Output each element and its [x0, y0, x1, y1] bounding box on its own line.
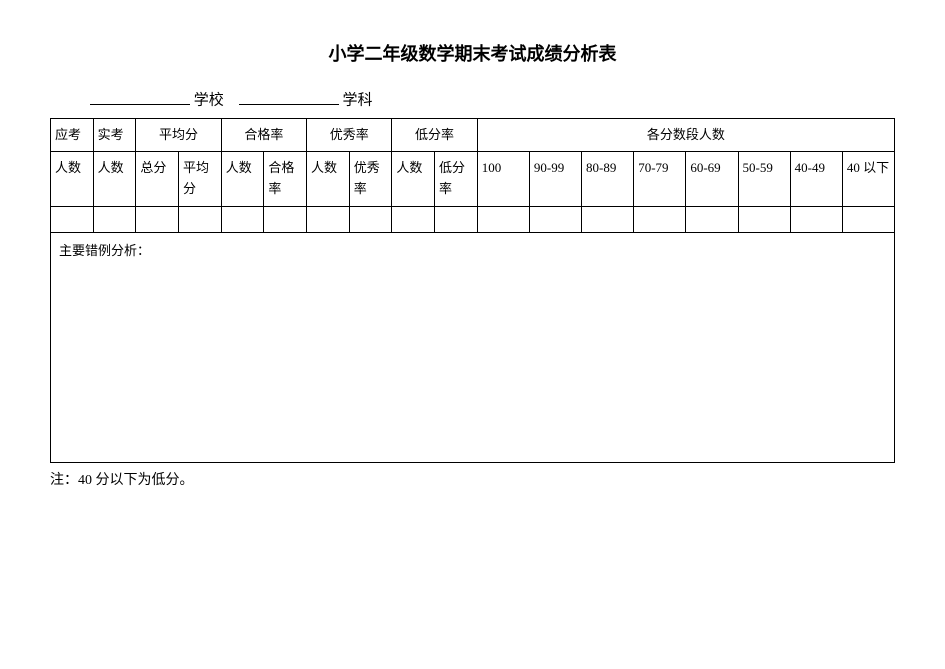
cell-band-50 [738, 206, 790, 232]
th-exam-due: 应考 [51, 118, 94, 152]
th-excellent: 优秀率 [349, 152, 392, 207]
th-band-100: 100 [477, 152, 529, 207]
cell-band-below40 [842, 206, 894, 232]
cell-people-e [392, 206, 435, 232]
table-header-row-1: 应考 实考 平均分 合格率 优秀率 低分率 各分数段人数 [51, 118, 895, 152]
th-band-below40: 40 以下 [842, 152, 894, 207]
cell-band-90 [529, 206, 581, 232]
table-header-row-2: 人数 人数 总分 平均分 人数 合格率 人数 优秀率 人数 低分率 100 90… [51, 152, 895, 207]
cell-band-70 [634, 206, 686, 232]
th-low-rate: 低分率 [392, 118, 477, 152]
cell-band-80 [582, 206, 634, 232]
analysis-cell: 主要错例分析： [51, 232, 895, 462]
page-title: 小学二年级数学期末考试成绩分析表 [50, 40, 895, 66]
school-label: 学校 [194, 93, 224, 109]
table-data-row [51, 206, 895, 232]
th-avg: 平均分 [179, 152, 222, 207]
th-avg-score: 平均分 [136, 118, 221, 152]
cell-exam-actual [93, 206, 136, 232]
th-band-90: 90-99 [529, 152, 581, 207]
th-total-score: 总分 [136, 152, 179, 207]
cell-pass [264, 206, 307, 232]
footnote: 注：40 分以下为低分。 [50, 469, 895, 489]
th-people-a: 人数 [51, 152, 94, 207]
th-low: 低分率 [435, 152, 478, 207]
th-people-c: 人数 [221, 152, 264, 207]
cell-band-60 [686, 206, 738, 232]
cell-excellent [349, 206, 392, 232]
th-band-80: 80-89 [582, 152, 634, 207]
analysis-row: 主要错例分析： [51, 232, 895, 462]
th-band-40: 40-49 [790, 152, 842, 207]
school-blank [90, 88, 190, 105]
cell-band-100 [477, 206, 529, 232]
th-band-70: 70-79 [634, 152, 686, 207]
th-people-d: 人数 [307, 152, 350, 207]
cell-avg [179, 206, 222, 232]
cell-people-d [307, 206, 350, 232]
th-pass: 合格率 [264, 152, 307, 207]
th-band-50: 50-59 [738, 152, 790, 207]
subject-blank [239, 88, 339, 105]
cell-total-score [136, 206, 179, 232]
th-band-60: 60-69 [686, 152, 738, 207]
cell-exam-due [51, 206, 94, 232]
cell-people-c [221, 206, 264, 232]
header-line: 学校 学科 [90, 88, 895, 110]
th-score-bands: 各分数段人数 [477, 118, 894, 152]
th-people-b: 人数 [93, 152, 136, 207]
th-pass-rate: 合格率 [221, 118, 306, 152]
th-excellent-rate: 优秀率 [307, 118, 392, 152]
subject-label: 学科 [343, 93, 373, 109]
cell-band-40 [790, 206, 842, 232]
th-exam-actual: 实考 [93, 118, 136, 152]
th-people-e: 人数 [392, 152, 435, 207]
cell-low [435, 206, 478, 232]
score-table: 应考 实考 平均分 合格率 优秀率 低分率 各分数段人数 人数 人数 总分 平均… [50, 118, 895, 463]
